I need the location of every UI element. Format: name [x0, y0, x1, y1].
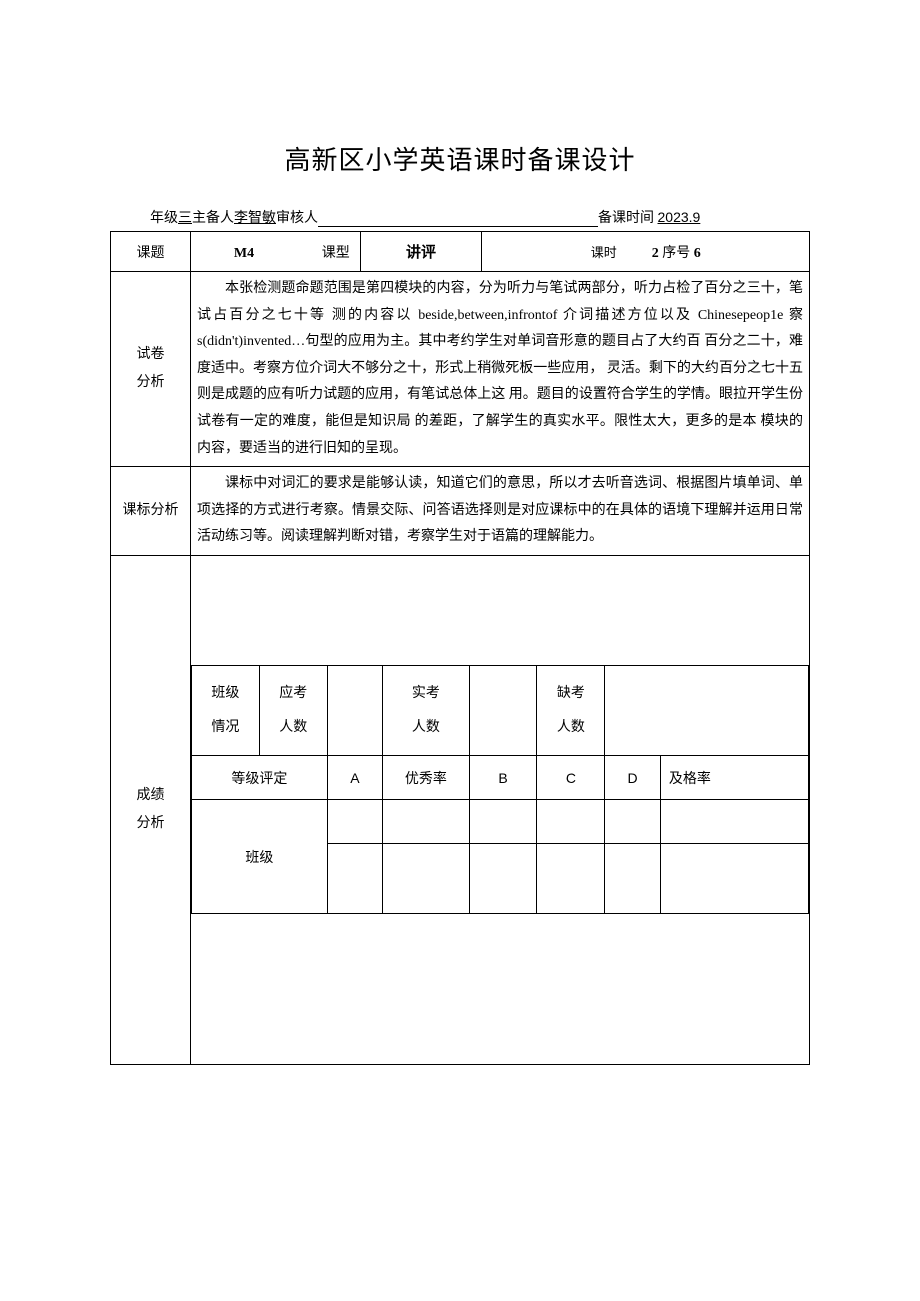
- seq-value: 6: [694, 246, 701, 261]
- class-data-row-1: 班级: [192, 800, 809, 844]
- cs-h1-1: 班级: [196, 677, 255, 711]
- exam-label-2: 分析: [117, 369, 184, 397]
- type-label: 课型: [287, 242, 350, 262]
- sa-2: 人数: [264, 711, 323, 745]
- grade-c: C: [537, 756, 605, 800]
- grade-label: 等级评定: [192, 756, 328, 800]
- period-label: 课时: [591, 245, 617, 260]
- actual-attend-value: [469, 666, 537, 756]
- cell-ex2: [383, 844, 469, 914]
- should-attend-label: 应考 人数: [259, 666, 327, 756]
- cell-a1: [327, 800, 383, 844]
- type-value: 讲评: [360, 232, 482, 272]
- score-analysis-label: 成绩 分析: [111, 555, 191, 1064]
- score-analysis-row: 成绩 分析 班级 情况 应考 人数: [111, 555, 810, 1064]
- exam-analysis-label: 试卷 分析: [111, 272, 191, 467]
- preparer-value: 李智敏: [234, 211, 276, 226]
- ab-2: 人数: [541, 711, 600, 745]
- page-title: 高新区小学英语课时备课设计: [110, 140, 810, 177]
- cs-h1-2: 情况: [196, 711, 255, 745]
- title-row: 课题 M4课型 讲评 课时 2 序号 6: [111, 232, 810, 272]
- cell-d1: [605, 800, 661, 844]
- score-inner-table: 班级 情况 应考 人数 实考 人数 缺考 人数: [191, 556, 809, 1064]
- score-label-1: 成绩: [117, 782, 184, 810]
- class-situation-row: 班级 情况 应考 人数 实考 人数 缺考 人数: [192, 666, 809, 756]
- period-value: 2: [652, 246, 659, 261]
- exam-analysis-text: 本张检测题命题范围是第四模块的内容，分为听力与笔试两部分，听力占检了百分之三十，…: [191, 272, 810, 467]
- spacer-bottom: [192, 914, 809, 1064]
- cell-b2: [469, 844, 537, 914]
- cell-c2: [537, 844, 605, 914]
- topic-value: M4: [201, 246, 287, 262]
- standard-analysis-row: 课标分析 课标中对词汇的要求是能够认读，知道它们的意思，所以才去听音选词、根据图…: [111, 467, 810, 556]
- class-label-cell: 班级: [192, 800, 328, 914]
- main-table: 课题 M4课型 讲评 课时 2 序号 6 试卷 分析 本张检测题命题范围是第四模…: [110, 231, 810, 1065]
- date-label: 备课时间: [598, 211, 654, 226]
- reviewer-label: 审核人: [276, 211, 318, 226]
- should-attend-value: [327, 666, 383, 756]
- absent-value: [605, 666, 809, 756]
- actual-attend-label: 实考 人数: [383, 666, 469, 756]
- reviewer-blank: [318, 213, 598, 227]
- standard-analysis-text: 课标中对词汇的要求是能够认读，知道它们的意思，所以才去听音选词、根据图片填单词、…: [191, 467, 810, 556]
- score-section: 班级 情况 应考 人数 实考 人数 缺考 人数: [191, 555, 810, 1064]
- sa-1: 应考: [264, 677, 323, 711]
- exam-label-1: 试卷: [117, 341, 184, 369]
- cell-pass1: [660, 800, 808, 844]
- ab-1: 缺考: [541, 677, 600, 711]
- cell-c1: [537, 800, 605, 844]
- cell-ex1: [383, 800, 469, 844]
- period-cell: 课时 2 序号 6: [482, 232, 810, 272]
- topic-type-cell: M4课型: [191, 232, 361, 272]
- cell-pass2: [660, 844, 808, 914]
- exam-analysis-content: 本张检测题命题范围是第四模块的内容，分为听力与笔试两部分，听力占检了百分之三十，…: [197, 276, 803, 462]
- aa-1: 实考: [387, 677, 464, 711]
- seq-label: 序号: [662, 246, 690, 261]
- exam-analysis-row: 试卷 分析 本张检测题命题范围是第四模块的内容，分为听力与笔试两部分，听力占检了…: [111, 272, 810, 467]
- excellent-rate: 优秀率: [383, 756, 469, 800]
- spacer-top: [192, 556, 809, 666]
- date-value: 2023.9: [658, 209, 701, 225]
- absent-label: 缺考 人数: [537, 666, 605, 756]
- standard-analysis-content: 课标中对词汇的要求是能够认读，知道它们的意思，所以才去听音选词、根据图片填单词、…: [197, 471, 803, 551]
- cell-b1: [469, 800, 537, 844]
- header-line: 年级三主备人李智敏审核人 备课时间 2023.9: [110, 207, 810, 227]
- cell-d2: [605, 844, 661, 914]
- grade-value: 三: [178, 211, 192, 226]
- pass-rate: 及格率: [660, 756, 808, 800]
- aa-2: 人数: [387, 711, 464, 745]
- preparer-label: 主备人: [192, 211, 234, 226]
- grade-d: D: [605, 756, 661, 800]
- grade-a: A: [327, 756, 383, 800]
- score-label-2: 分析: [117, 810, 184, 838]
- standard-analysis-label: 课标分析: [111, 467, 191, 556]
- grade-row: 等级评定 A 优秀率 B C D 及格率: [192, 756, 809, 800]
- class-situation-h1: 班级 情况: [192, 666, 260, 756]
- topic-label: 课题: [111, 232, 191, 272]
- cell-a2: [327, 844, 383, 914]
- grade-label: 年级: [150, 211, 178, 226]
- grade-b: B: [469, 756, 537, 800]
